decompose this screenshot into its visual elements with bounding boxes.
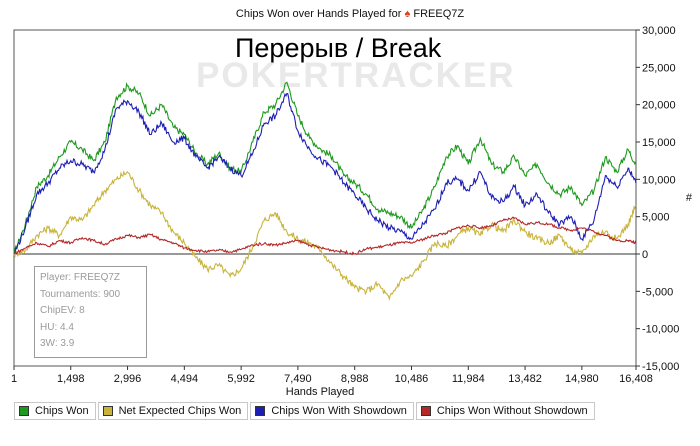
x-tick-label: 13,482 <box>508 373 542 385</box>
series-line <box>13 92 637 255</box>
chart-title-text: Chips Won over Hands Played for <box>235 8 402 20</box>
spade-icon: ♠ <box>404 8 411 20</box>
legend-swatch <box>19 406 29 416</box>
break-overlay-text: Перерыв / Break <box>235 33 442 63</box>
legend-swatch <box>102 406 113 416</box>
x-tick-label: 5,992 <box>227 373 255 385</box>
y-tick-label: -5,000 <box>642 286 673 298</box>
series-line <box>13 81 637 255</box>
y-tick-label: -15,000 <box>642 361 679 373</box>
legend-item-chips-won[interactable]: Chips Won <box>14 402 96 420</box>
series-line <box>13 170 637 301</box>
y-tick-label: 0 <box>642 249 648 261</box>
y-tick-label: -10,000 <box>642 324 679 336</box>
x-tick-label: 4,494 <box>171 373 199 385</box>
legend-label: Chips Won <box>35 405 89 417</box>
legend-swatch <box>420 406 431 416</box>
y-tick-label: 20,000 <box>642 100 676 112</box>
chart-title: Chips Won over Hands Played for ♠ FREEQ7… <box>0 8 700 20</box>
legend-label: Net Expected Chips Won <box>118 405 242 417</box>
x-tick-label: 14,980 <box>565 373 599 385</box>
y-axis-mark: # <box>685 192 692 204</box>
info-hu: HU: 4.4 <box>40 321 74 333</box>
info-3w: 3W: 3.9 <box>40 338 75 350</box>
x-axis-label: Hands Played <box>285 386 355 398</box>
x-tick-label: 1 <box>11 373 17 385</box>
x-tick-label: 10,486 <box>395 373 429 385</box>
legend-label: Chips Won With Showdown <box>271 405 407 417</box>
info-tournaments: Tournaments: 900 <box>40 288 121 300</box>
plot-frame <box>13 29 637 367</box>
player-info-box: Player: FREEQ7Z Tournaments: 900 ChipEV:… <box>34 266 147 358</box>
chart-legend: Chips Won Net Expected Chips Won Chips W… <box>14 402 597 420</box>
chart-title-player: FREEQ7Z <box>413 8 465 20</box>
x-tick-label: 7,490 <box>284 373 312 385</box>
x-tick-label: 1,498 <box>57 373 85 385</box>
y-tick-label: 30,000 <box>642 25 676 37</box>
x-tick-label: 16,408 <box>619 373 653 385</box>
x-tick-label: 2,996 <box>114 373 142 385</box>
legend-label: Chips Won Without Showdown <box>436 405 588 417</box>
series-line <box>13 216 637 256</box>
legend-item-with-showdown[interactable]: Chips Won With Showdown <box>250 402 414 420</box>
y-tick-label: 5,000 <box>642 212 670 224</box>
legend-swatch <box>255 406 266 416</box>
y-tick-label: 15,000 <box>642 137 676 149</box>
x-tick-label: 11,984 <box>452 373 485 385</box>
x-tick-label: 8,988 <box>341 373 369 385</box>
y-tick-label: 10,000 <box>642 174 676 186</box>
y-tick-label: 25,000 <box>642 62 676 74</box>
info-player: Player: FREEQ7Z <box>40 272 121 283</box>
pokertracker-watermark: POKERTRACKER <box>196 56 516 95</box>
info-chipev: ChipEV: 8 <box>40 305 85 317</box>
legend-item-without-showdown[interactable]: Chips Won Without Showdown <box>415 402 595 420</box>
legend-item-net-expected[interactable]: Net Expected Chips Won <box>97 402 249 420</box>
